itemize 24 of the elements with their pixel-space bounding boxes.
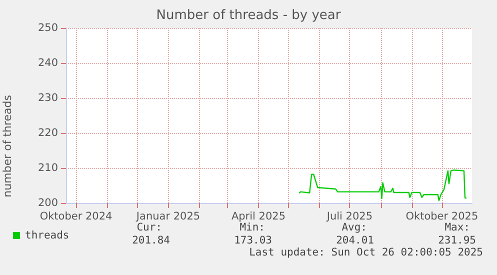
x-tick-label: April 2025 xyxy=(231,210,286,222)
text: 231.95 xyxy=(438,234,476,246)
y-tick-label: 230 xyxy=(38,92,58,104)
text: Last update: Sun Oct 26 02:00:05 2025 xyxy=(249,246,483,258)
line-series xyxy=(298,170,467,202)
y-tick-label: 200 xyxy=(38,197,58,209)
chart-title: Number of threads - by year xyxy=(156,8,342,23)
x-tick-label: Juli 2025 xyxy=(326,210,373,222)
y-tick-label: 220 xyxy=(38,127,58,139)
y-tick-label: 250 xyxy=(38,22,58,34)
x-tick-label: Oktober 2024 xyxy=(40,210,113,222)
legend-label: threads xyxy=(25,230,70,242)
text: 201.84 xyxy=(132,234,170,246)
y-axis-title: number of threads xyxy=(1,94,14,198)
y-tick-label: 240 xyxy=(38,57,58,69)
text: Min: xyxy=(240,222,265,234)
x-tick-label: Januar 2025 xyxy=(135,210,200,222)
y-tick-label: 210 xyxy=(38,162,58,174)
text: Max: xyxy=(444,222,470,234)
text: 173.03 xyxy=(234,234,272,246)
text: 204.01 xyxy=(336,234,374,246)
x-tick-label: Oktober 2025 xyxy=(406,210,478,222)
text: Cur: xyxy=(136,222,162,234)
text: Avg: xyxy=(342,222,367,234)
